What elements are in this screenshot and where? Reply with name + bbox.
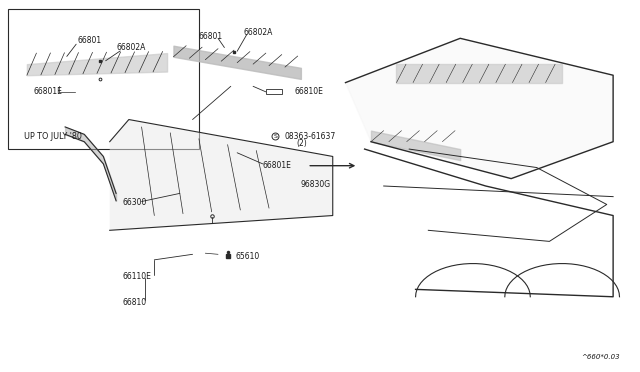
Text: 66801: 66801 [78,36,102,45]
Text: 66801: 66801 [199,32,223,41]
Text: S: S [273,134,277,139]
Text: 66802A: 66802A [244,28,273,37]
Text: 66810: 66810 [122,298,147,307]
Text: 66110E: 66110E [122,272,151,281]
Text: ^660*0.03: ^660*0.03 [581,353,620,359]
Bar [266,89,282,94]
Polygon shape [109,119,333,230]
Text: (2): (2) [296,139,307,148]
Text: 66801E: 66801E [262,161,292,170]
Text: 96830G: 96830G [301,180,331,189]
Polygon shape [346,38,613,179]
Text: 66810E: 66810E [294,87,323,96]
Text: 66801E: 66801E [33,87,62,96]
Text: 65610: 65610 [236,252,260,262]
Text: 08363-61637: 08363-61637 [285,132,336,141]
Text: UP TO JULY '80: UP TO JULY '80 [24,132,81,141]
Bar [8,9,199,149]
Text: 66300: 66300 [122,198,147,207]
Text: 66802A: 66802A [116,43,145,52]
